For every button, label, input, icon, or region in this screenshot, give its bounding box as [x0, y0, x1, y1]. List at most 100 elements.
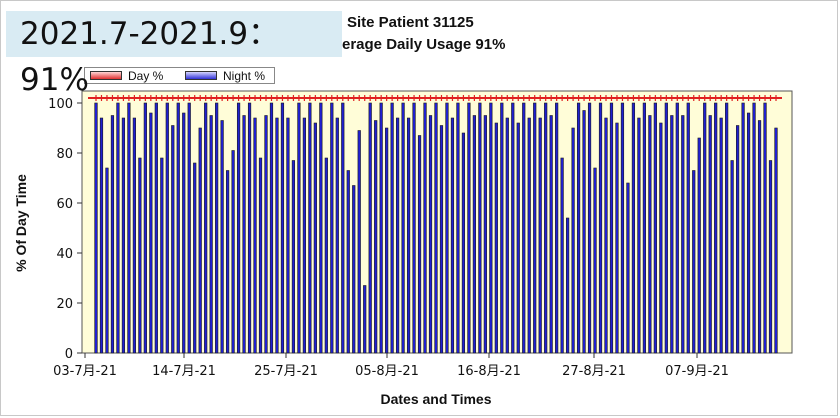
night-bar: [757, 120, 762, 354]
night-bar: [670, 115, 674, 354]
night-bar: [297, 102, 301, 354]
night-bar: [653, 102, 657, 354]
night-bar: [571, 127, 575, 354]
night-bar: [533, 102, 537, 354]
y-tick-label: 100: [48, 97, 73, 112]
night-bar: [379, 102, 383, 354]
night-bar: [406, 117, 411, 354]
night-bar: [215, 102, 219, 354]
y-tick-label: 20: [56, 297, 73, 312]
night-bar: [527, 117, 531, 354]
chart-title-line2: erage Daily Usage 91%: [342, 36, 506, 53]
night-bar: [511, 102, 515, 354]
x-axis-label: Dates and Times: [380, 391, 491, 407]
night-bar: [363, 285, 367, 354]
night-bar: [275, 117, 279, 354]
night-bar: [576, 102, 581, 354]
night-bar: [154, 102, 158, 354]
night-bar: [231, 150, 235, 354]
night-bar: [209, 115, 213, 354]
night-bar: [472, 115, 476, 354]
night-bar: [390, 102, 394, 354]
x-axis: 03-7月-21 14-7月-21 25-7月-21 05-8月-21 16-8月-21…: [53, 353, 729, 379]
night-bar: [396, 117, 400, 354]
night-bar: [319, 102, 323, 354]
night-bar: [544, 102, 548, 354]
night-bar: [719, 117, 723, 354]
x-tick-label: 25-7月-21: [254, 364, 318, 379]
night-bar: [752, 102, 756, 354]
night-bar: [165, 102, 169, 354]
night-bar: [768, 160, 773, 354]
night-bar: [385, 127, 389, 354]
night-bar: [560, 157, 564, 354]
night-bar: [132, 117, 136, 354]
y-axis: 0 20 40 60 80 100: [48, 97, 82, 362]
night-bar: [330, 102, 334, 354]
night-bar: [220, 120, 224, 354]
night-bar: [675, 102, 679, 354]
night-bar: [763, 102, 767, 354]
night-bar: [357, 130, 361, 354]
night-bar: [664, 102, 668, 354]
night-bar: [445, 102, 449, 354]
night-bar: [609, 102, 614, 354]
night-bar: [99, 117, 104, 354]
night-bar: [116, 102, 120, 354]
night-bar: [587, 102, 592, 354]
night-bar: [160, 157, 164, 354]
night-bar: [659, 122, 663, 354]
night-bar: [566, 217, 570, 354]
night-bar: [516, 122, 520, 354]
night-bar: [149, 112, 153, 354]
night-bar: [505, 117, 509, 354]
night-bar: [236, 102, 241, 354]
night-bars: [94, 102, 778, 354]
night-bar: [171, 125, 175, 354]
legend-day-label: Day %: [128, 69, 164, 83]
y-tick-label: 0: [65, 347, 73, 362]
night-bar: [637, 117, 641, 354]
night-bar: [692, 170, 696, 354]
legend-night-swatch: [185, 71, 217, 80]
night-bar: [127, 102, 131, 354]
night-bar: [483, 115, 487, 354]
night-bar: [187, 102, 191, 354]
night-bar: [697, 137, 701, 354]
x-tick-label: 07-9月-21: [665, 364, 729, 379]
day-markers: [88, 95, 782, 101]
period-usage-label: 2021.7-2021.9：91%: [6, 11, 342, 98]
night-bar: [615, 122, 619, 354]
night-bar: [264, 115, 268, 354]
night-bar: [226, 170, 230, 354]
night-bar: [746, 112, 751, 354]
night-bar: [478, 102, 482, 354]
night-bar: [604, 117, 608, 354]
night-bar: [620, 102, 625, 354]
night-bar: [324, 157, 328, 354]
night-bar: [555, 102, 559, 354]
night-bar: [456, 102, 460, 354]
night-bar: [500, 102, 504, 354]
x-tick-label: 16-8月-21: [457, 364, 521, 379]
night-bar: [182, 112, 186, 354]
night-bar: [730, 160, 734, 354]
night-bar: [143, 102, 147, 354]
legend: Day % Night %: [84, 67, 275, 84]
night-bar: [439, 125, 444, 354]
night-bar: [302, 117, 306, 354]
night-bar: [593, 167, 597, 354]
night-bar: [598, 102, 603, 354]
night-bar: [308, 102, 312, 354]
night-bar: [253, 117, 257, 354]
night-bar: [714, 102, 718, 354]
night-bar: [286, 117, 290, 354]
y-tick-label: 40: [56, 247, 73, 262]
night-bar: [94, 102, 98, 354]
night-bar: [110, 115, 115, 354]
legend-night-label: Night %: [223, 69, 266, 83]
night-bar: [428, 115, 433, 354]
night-bar: [681, 115, 685, 354]
night-bar: [467, 102, 471, 354]
